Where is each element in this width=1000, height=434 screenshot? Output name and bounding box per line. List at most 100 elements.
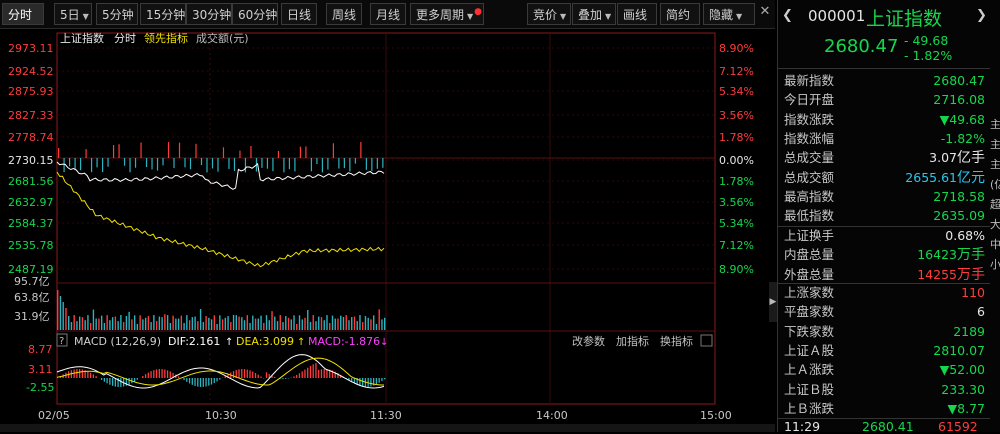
price-tick-left: 2827.33 xyxy=(8,109,54,122)
period-tab-30min[interactable]: 30分钟 xyxy=(186,3,232,25)
macd-bar-neg xyxy=(112,378,113,386)
macd-bar-pos xyxy=(252,372,253,378)
volume-bar xyxy=(159,317,160,330)
volume-bar xyxy=(194,317,195,330)
hide-button[interactable]: 隐藏▼ xyxy=(703,3,755,25)
stat-value: 0.68% xyxy=(945,226,985,245)
add-indicator-button[interactable]: 加指标 xyxy=(616,334,649,348)
volume-bar xyxy=(203,322,204,330)
fall-bar xyxy=(146,158,147,167)
volume-bar xyxy=(120,315,121,330)
macd-bar-neg xyxy=(219,378,220,380)
macd-bar-pos xyxy=(95,376,96,378)
stat-value: 2655.61亿元 xyxy=(905,168,985,188)
period-tab-60min[interactable]: 60分钟 xyxy=(232,3,278,25)
price-tick-left: 2778.74 xyxy=(8,131,54,144)
fall-bar xyxy=(157,158,158,171)
period-tab-day[interactable]: 日线 xyxy=(281,3,317,25)
stat-unit: 万手 xyxy=(957,267,985,283)
volume-bar xyxy=(216,324,217,330)
chart-grid xyxy=(57,33,715,404)
macd-bar-pos xyxy=(93,374,94,378)
stat-value: ▼52.00 xyxy=(940,360,985,379)
macd-dif-line xyxy=(57,355,384,388)
volume-bar xyxy=(211,319,212,330)
overlay-button[interactable]: 叠加▼ xyxy=(572,3,616,25)
volume-bar xyxy=(315,321,316,330)
simple-mode-button[interactable]: 简约 xyxy=(660,3,700,25)
fall-bar xyxy=(63,158,64,172)
stat-value: 2635.09 xyxy=(933,206,985,225)
fall-bar xyxy=(212,158,213,168)
volume-bar xyxy=(379,309,380,330)
macd-axis: 8.773.11-2.55 xyxy=(26,343,54,394)
intraday-chart[interactable]: 上证指数 分时 领先指标 成交额(元) 2973.112924.522875.9… xyxy=(0,28,775,432)
volume-bar xyxy=(274,317,275,330)
rise-bar xyxy=(239,151,240,158)
macd-bar-pos xyxy=(142,376,143,378)
change-params-button[interactable]: 改参数 xyxy=(572,334,605,348)
volume-bar xyxy=(175,319,176,330)
horizontal-scrollbar[interactable] xyxy=(0,424,775,432)
stat-label: 总成交量 xyxy=(784,148,834,167)
macd-bar-neg xyxy=(362,378,363,387)
macd-bar-neg xyxy=(376,378,377,384)
period-tab-fenshi[interactable]: 分时 xyxy=(2,3,44,25)
draw-line-button[interactable]: 画线 xyxy=(617,3,657,25)
price-tick-right: 7.12% xyxy=(719,239,754,252)
volume-bar xyxy=(359,315,360,330)
price-tick-right: 3.56% xyxy=(719,196,754,209)
stat-unit: 万手 xyxy=(957,247,985,263)
period-tab-week[interactable]: 周线 xyxy=(326,3,362,25)
period-tab-15min[interactable]: 15分钟 xyxy=(140,3,186,25)
volume-bar xyxy=(109,320,110,330)
switch-indicator-button[interactable]: 换指标 xyxy=(660,334,693,348)
volume-bar xyxy=(82,317,83,330)
expand-panel-handle[interactable]: ▶ xyxy=(769,282,777,322)
chevron-down-icon: ▼ xyxy=(467,12,473,21)
volume-bar xyxy=(335,319,336,330)
stat-value: 110 xyxy=(961,283,985,302)
fall-bar xyxy=(135,158,136,168)
volume-bar xyxy=(142,319,143,330)
volume-tick: 63.8亿 xyxy=(14,291,50,304)
fall-bar xyxy=(294,158,295,171)
price-axis-left: 2973.112924.522875.932827.332778.742730.… xyxy=(8,42,54,276)
stat-label: 上Ａ涨跌 xyxy=(784,360,834,379)
rise-bar xyxy=(300,147,301,158)
stat-label: 指数涨幅 xyxy=(784,129,834,148)
macd-settings-box[interactable] xyxy=(701,335,712,346)
help-icon[interactable]: ? xyxy=(59,336,64,347)
volume-bar xyxy=(128,312,129,330)
macd-bar-neg xyxy=(189,378,190,383)
macd-tick: 3.11 xyxy=(28,363,53,376)
price-tick-right: 1.78% xyxy=(719,131,754,144)
volume-bar xyxy=(139,315,140,330)
macd-bar-pos xyxy=(304,370,305,378)
more-periods-menu[interactable]: 更多周期▼● xyxy=(410,3,484,25)
macd-bar-pos xyxy=(274,377,275,378)
rise-bar xyxy=(118,144,119,158)
period-tab-5day[interactable]: 5日▼ xyxy=(54,3,92,25)
period-tab-month[interactable]: 月线 xyxy=(370,3,406,25)
stat-unit: 亿手 xyxy=(957,150,985,166)
next-stock-icon[interactable]: ❯ xyxy=(976,8,987,23)
auction-button[interactable]: 竞价▼ xyxy=(527,3,571,25)
stat-row: 上Ｂ涨跌▼8.77 xyxy=(778,399,987,418)
volume-bar xyxy=(260,316,261,330)
close-icon[interactable]: ✕ xyxy=(757,4,773,24)
macd-bar-pos xyxy=(159,369,160,378)
volume-bar xyxy=(236,315,237,330)
price-tick-left: 2875.93 xyxy=(8,85,54,98)
rise-bar xyxy=(305,146,306,158)
stat-value: 2716.08 xyxy=(933,90,985,109)
stat-value: ▼49.68 xyxy=(940,110,985,129)
prev-stock-icon[interactable]: ❮ xyxy=(782,8,793,23)
volume-bars xyxy=(57,290,385,330)
period-tab-5min[interactable]: 5分钟 xyxy=(96,3,138,25)
fall-bar xyxy=(234,158,235,171)
